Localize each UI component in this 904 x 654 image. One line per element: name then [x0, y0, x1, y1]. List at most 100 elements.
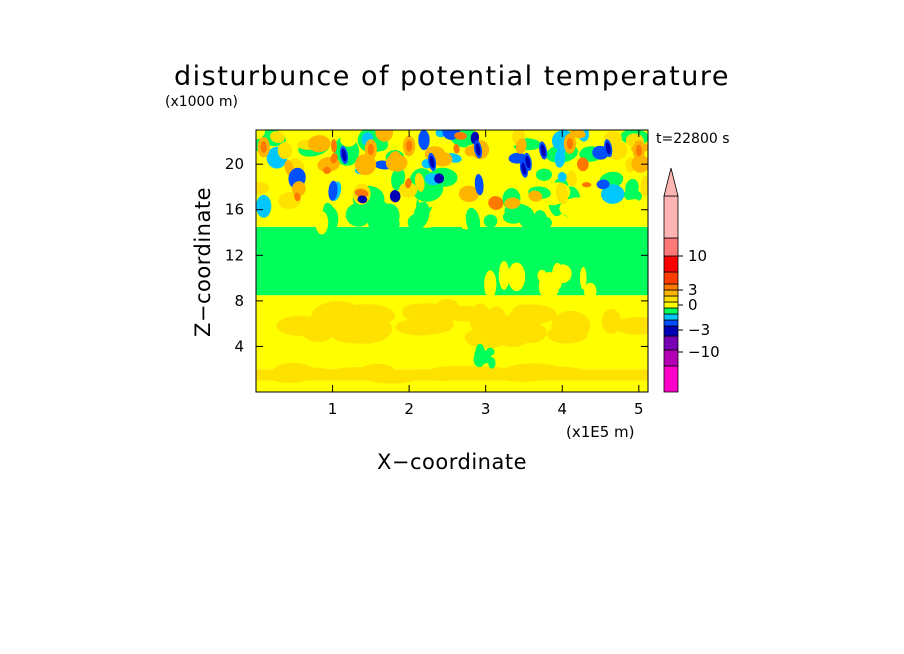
heatmap-cell: [405, 178, 412, 189]
heatmap-cell: [554, 148, 566, 168]
colorbar-segment: [663, 319, 679, 327]
heatmap-cell: [581, 182, 592, 188]
heatmap-cell: [367, 143, 374, 156]
y-axis: 4 8 12 16 20: [225, 155, 648, 355]
heatmap-cell: [515, 138, 527, 154]
heatmap-cell: [498, 261, 510, 290]
heatmap-cell: [580, 266, 587, 290]
y-axis-label: Z−coordinate: [191, 187, 215, 337]
colorbar-tick-label: 10: [688, 247, 707, 265]
heatmap-cell: [399, 182, 418, 198]
x-unit-label: (x1E5 m): [566, 423, 635, 441]
heatmap-cell: [454, 131, 467, 140]
heatmap-cell: [341, 148, 347, 162]
heatmap-cell: [528, 190, 543, 202]
heatmap-cell: [308, 307, 353, 338]
heatmap-cell: [453, 143, 460, 154]
heatmap-cell: [434, 298, 461, 322]
heatmap-cell: [330, 153, 338, 164]
heatmap-cell: [537, 269, 547, 282]
heatmap-cell: [478, 351, 492, 364]
heatmap-cell: [256, 194, 272, 218]
heatmap-cell: [530, 366, 586, 378]
heatmap-cell: [566, 170, 577, 187]
heatmap-cell: [507, 262, 526, 292]
y-tick-label: 8: [234, 292, 244, 310]
colorbar-segment: [663, 301, 679, 309]
x-axis: 1 2 3 4 5: [328, 130, 644, 418]
x-tick-label: 1: [328, 400, 338, 418]
heatmap-cell: [331, 139, 337, 153]
colorbar-segment: [663, 271, 679, 285]
heatmap-cell: [525, 155, 531, 169]
heatmap-cell: [308, 368, 375, 380]
x-tick-label: 3: [481, 400, 491, 418]
heatmap-cell: [273, 362, 314, 378]
heatmap-cell: [484, 270, 497, 299]
heatmap-cell: [402, 303, 438, 318]
heatmap-cell: [600, 184, 625, 204]
heatmap-cell: [406, 140, 413, 152]
colorbar-segment: [663, 335, 679, 351]
chart-title: disturbunce of potential temperature: [174, 61, 730, 92]
heatmap-cell: [584, 282, 597, 300]
y-tick-label: 16: [225, 201, 244, 219]
colorbar-segment: [663, 289, 679, 297]
heatmap-cell: [551, 310, 591, 341]
heatmap-cell: [315, 211, 329, 235]
heatmap-cell: [365, 372, 417, 384]
x-axis-label: X−coordinate: [377, 450, 527, 474]
heatmap-cell: [307, 135, 331, 153]
heatmap-cell: [469, 303, 492, 334]
heatmap-cell: [328, 180, 338, 201]
heatmap-cell: [569, 203, 602, 222]
colorbar-tick-label: 3: [688, 281, 698, 299]
y-tick-label: 12: [225, 246, 244, 264]
heatmap-cell: [557, 172, 567, 182]
heatmap-cell: [540, 144, 546, 157]
heatmap-cell: [291, 181, 306, 197]
heatmap-field: [256, 130, 648, 392]
colorbar-segment: [663, 255, 679, 273]
heatmap-cell: [474, 173, 484, 196]
heatmap-cell: [323, 166, 331, 175]
colorbar-segment: [663, 349, 679, 367]
colorbar-arrow: [663, 167, 679, 197]
heatmap-cell: [277, 142, 293, 160]
heatmap-cell: [354, 188, 369, 198]
heatmap-cell: [413, 201, 430, 229]
heatmap-cell: [385, 154, 408, 172]
heatmap-cell: [621, 199, 643, 225]
colorbar-segment: [663, 283, 679, 291]
heatmap-cell: [577, 157, 589, 172]
heatmap-cell: [613, 316, 648, 335]
heatmap-cell: [566, 137, 573, 150]
heatmap-cell: [488, 196, 504, 210]
heatmap-cell: [260, 141, 267, 153]
colorbar-segment: [663, 365, 679, 393]
heatmap-cell: [491, 142, 519, 172]
x-tick-label: 5: [634, 400, 644, 418]
heatmap-layer: [256, 380, 648, 392]
heatmap-cell: [556, 182, 569, 205]
heatmap-cell: [340, 134, 357, 147]
heatmap-cell: [391, 167, 405, 191]
heatmap-cell: [428, 366, 458, 381]
heatmap-cell: [338, 304, 396, 327]
colorbar: 10 30 −3 −10: [663, 167, 720, 393]
heatmap-cell: [429, 155, 435, 169]
x-tick-label: 2: [404, 400, 414, 418]
colorbar-segment: [663, 295, 679, 303]
colorbar-tick-label: 0: [688, 296, 698, 314]
heatmap-cell: [475, 143, 481, 156]
heatmap-cell: [570, 130, 586, 139]
heatmap-cell: [414, 173, 425, 192]
colorbar-tick-label: −3: [688, 321, 710, 339]
y-tick-label: 4: [234, 337, 244, 355]
heatmap-cell: [269, 131, 285, 143]
colorbar-segment: [663, 325, 679, 337]
heatmap-cell: [485, 314, 535, 342]
heatmap-cell: [440, 195, 460, 226]
heatmap-cell: [418, 130, 430, 151]
